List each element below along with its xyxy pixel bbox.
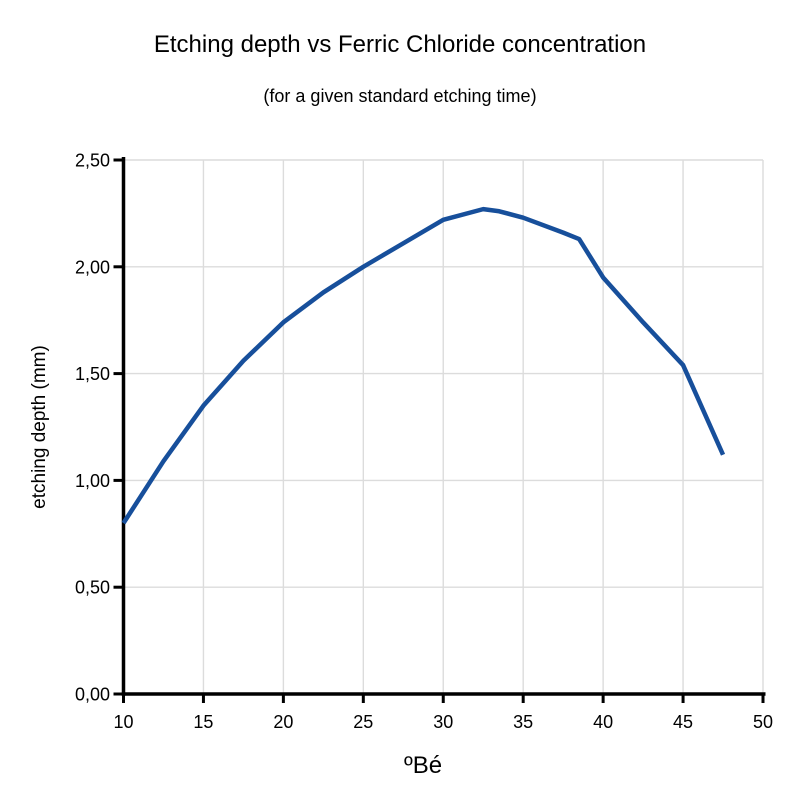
y-tick-label: 1,50	[75, 364, 110, 384]
y-tick-label: 1,00	[75, 471, 110, 491]
x-tick-label: 30	[433, 712, 453, 732]
y-tick-label: 0,00	[75, 685, 110, 705]
x-axis-title: ºBé	[403, 752, 443, 779]
x-tick-label: 35	[513, 712, 533, 732]
y-tick-label: 0,50	[75, 578, 110, 598]
chart-subtitle: (for a given standard etching time)	[263, 86, 537, 106]
x-tick-label: 15	[193, 712, 213, 732]
x-tick-label: 25	[353, 712, 373, 732]
x-tick-label: 40	[593, 712, 613, 732]
x-tick-label: 45	[673, 712, 693, 732]
y-tick-label: 2,50	[75, 151, 110, 171]
x-tick-label: 10	[113, 712, 133, 732]
y-tick-label: 2,00	[75, 257, 110, 277]
x-tick-label: 20	[273, 712, 293, 732]
data-line-etching-depth	[121, 206, 726, 525]
chart-title: Etching depth vs Ferric Chloride concent…	[153, 31, 647, 58]
x-tick-label: 50	[753, 712, 773, 732]
